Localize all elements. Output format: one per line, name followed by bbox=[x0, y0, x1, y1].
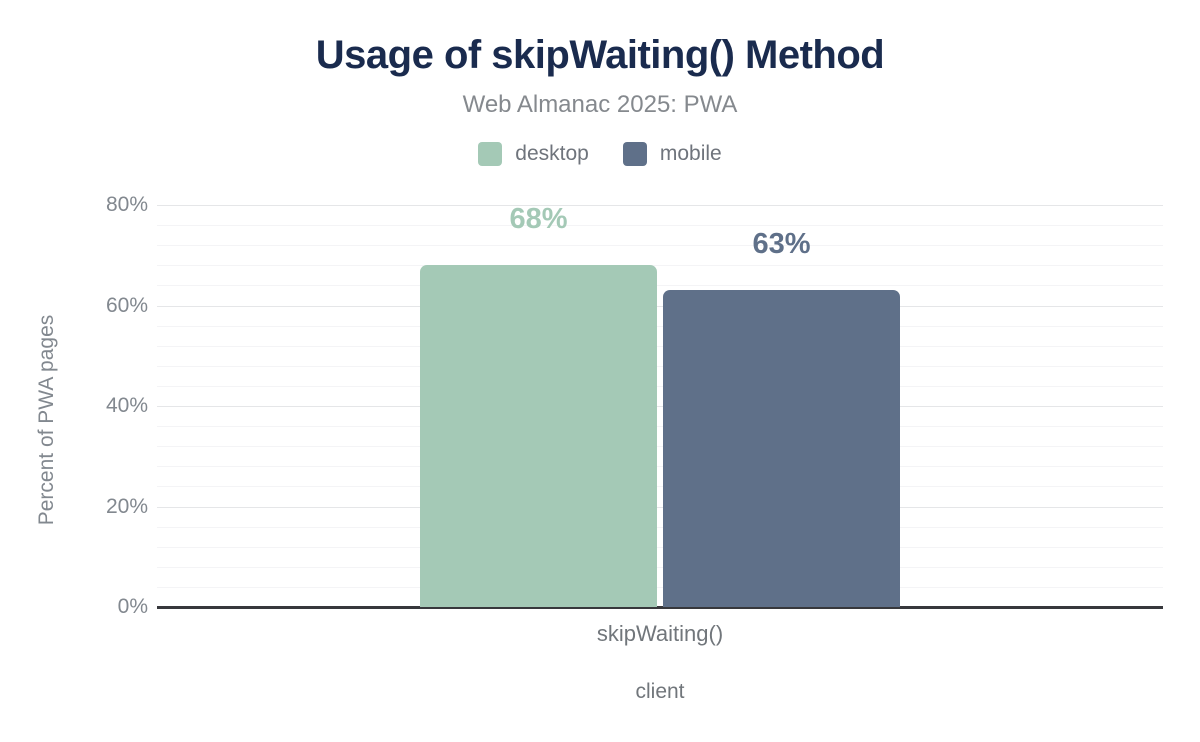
y-tick-label: 80% bbox=[105, 193, 148, 216]
bar-mobile[interactable] bbox=[663, 290, 900, 607]
gridline-minor bbox=[157, 365, 1163, 367]
legend: desktop mobile bbox=[0, 142, 1200, 166]
legend-label-mobile: mobile bbox=[659, 142, 722, 165]
gridline-minor bbox=[157, 385, 1163, 387]
y-tick-label: 0% bbox=[117, 595, 148, 618]
gridline-minor bbox=[157, 225, 1163, 227]
x-axis-line bbox=[157, 606, 1163, 609]
data-label-desktop: 68% bbox=[509, 203, 568, 236]
legend-swatch-mobile bbox=[622, 142, 647, 166]
gridline-minor bbox=[157, 325, 1163, 327]
legend-item-desktop[interactable]: desktop bbox=[478, 142, 589, 166]
bar-desktop[interactable] bbox=[420, 265, 657, 607]
gridline-minor bbox=[157, 526, 1163, 528]
gridline-minor bbox=[157, 586, 1163, 588]
x-axis-title: client bbox=[635, 680, 685, 703]
gridline-minor bbox=[157, 245, 1163, 247]
legend-label-desktop: desktop bbox=[515, 142, 589, 165]
legend-item-mobile[interactable]: mobile bbox=[622, 142, 722, 166]
chart-subtitle: Web Almanac 2025: PWA bbox=[462, 91, 738, 118]
x-tick-label: skipWaiting() bbox=[596, 621, 724, 646]
gridline-minor bbox=[157, 285, 1163, 287]
y-tick-label: 40% bbox=[105, 394, 148, 417]
data-label-mobile: 63% bbox=[752, 228, 811, 261]
gridline-major bbox=[157, 305, 1163, 307]
gridline-minor bbox=[157, 265, 1163, 267]
y-tick-label: 60% bbox=[105, 293, 148, 317]
legend-swatch-desktop bbox=[478, 142, 503, 166]
gridline-minor bbox=[157, 446, 1163, 448]
gridline-minor bbox=[157, 426, 1163, 428]
gridline-major bbox=[157, 506, 1163, 508]
gridline-minor bbox=[157, 345, 1163, 347]
chart-title: Usage of skipWaiting() Method bbox=[315, 33, 885, 77]
gridline-minor bbox=[157, 486, 1163, 488]
gridline-minor bbox=[157, 466, 1163, 468]
y-tick-label: 20% bbox=[105, 494, 148, 518]
gridline-major bbox=[157, 205, 1163, 206]
gridline-major bbox=[157, 406, 1163, 407]
gridline-minor bbox=[157, 546, 1163, 548]
gridline-minor bbox=[157, 566, 1163, 568]
